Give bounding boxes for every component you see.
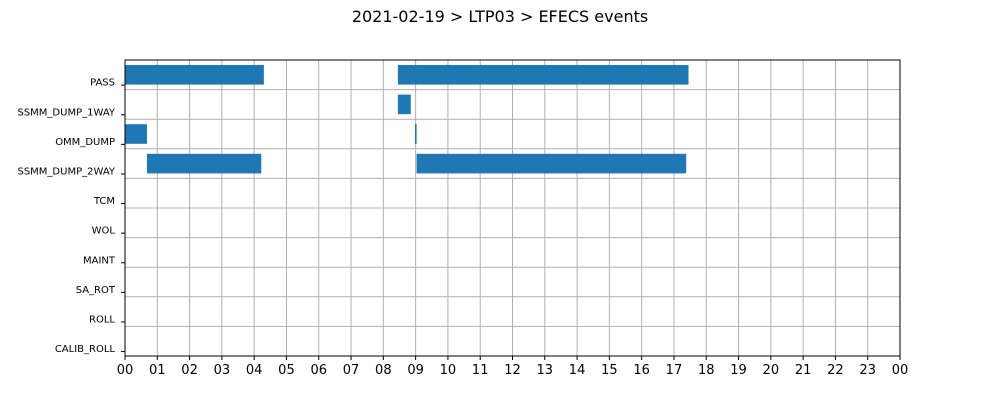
x-tick-label: 00: [117, 363, 134, 378]
y-tick-label: TCM: [93, 196, 115, 207]
y-tick-label: MAINT: [83, 255, 116, 266]
y-tick-label: OMM_DUMP: [55, 137, 115, 148]
x-tick-label: 02: [181, 363, 198, 378]
y-tick-label: ROLL: [89, 314, 115, 325]
x-tick-label: 18: [698, 363, 715, 378]
y-tick-label: WOL: [92, 226, 116, 237]
x-tick-label: 12: [504, 363, 521, 378]
y-axis: PASS SSMM_DUMP_1WAY OMM_DUMP SSMM_DUMP_2WAY…: [17, 78, 125, 355]
x-tick-label: 16: [633, 363, 650, 378]
x-tick-label: 04: [246, 363, 263, 378]
x-tick-label: 21: [795, 363, 812, 378]
x-tick-label: 07: [343, 363, 360, 378]
y-tick-label: SSMM_DUMP_2WAY: [17, 166, 115, 177]
x-tick-label: 03: [214, 363, 231, 378]
event-bar-omm-dump: [125, 124, 147, 144]
x-axis: 00 01 02 03 04 05 06 07 08 09 10 11 12 13 14 15 16 17 18 19…: [117, 356, 909, 378]
x-tick-label: 23: [859, 363, 876, 378]
y-tick-label: SA_ROT: [76, 285, 116, 296]
y-tick-label: SSMM_DUMP_1WAY: [17, 107, 115, 118]
x-tick-label: 01: [149, 363, 166, 378]
y-tick-label: CALIB_ROLL: [55, 344, 116, 355]
x-tick-label: 19: [730, 363, 747, 378]
x-tick-label: 09: [407, 363, 424, 378]
event-bar-ssmm-dump-2way: [146, 153, 262, 174]
event-bar-pass: [397, 65, 689, 85]
event-bars: [125, 65, 689, 174]
event-bar-ssmm-dump-1way: [397, 94, 411, 115]
x-tick-label: 00: [892, 363, 909, 378]
x-tick-label: 10: [440, 363, 457, 378]
x-tick-label: 13: [537, 363, 554, 378]
event-bar-ssmm-dump-2way: [416, 153, 687, 174]
y-tick-label: PASS: [90, 78, 115, 89]
x-tick-label: 17: [666, 363, 683, 378]
chart-title: 2021-02-19 > LTP03 > EFECS events: [352, 7, 648, 26]
event-bar-pass: [125, 65, 264, 85]
x-tick-label: 15: [601, 363, 618, 378]
grid-lines: [124, 60, 901, 356]
x-tick-label: 11: [472, 363, 489, 378]
x-tick-label: 08: [375, 363, 392, 378]
x-tick-label: 06: [310, 363, 327, 378]
event-bar-omm-dump: [414, 124, 417, 144]
x-tick-label: 22: [827, 363, 844, 378]
x-tick-label: 14: [569, 363, 586, 378]
x-tick-label: 20: [763, 363, 780, 378]
x-tick-label: 05: [278, 363, 295, 378]
